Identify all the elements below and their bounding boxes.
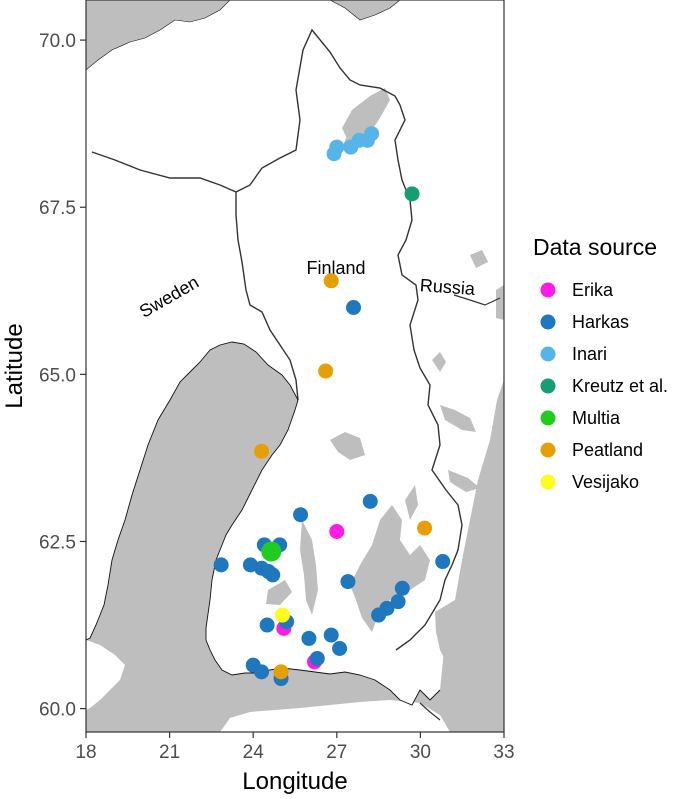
point-harkas (340, 574, 356, 590)
legend-label-inari: Inari (572, 344, 607, 364)
legend-key-vesijako (540, 474, 556, 490)
point-harkas (254, 664, 270, 680)
legend: Data source Erika Harkas Inari Kreutz et al… (533, 234, 668, 492)
legend-key-erika (540, 282, 556, 298)
point-harkas (323, 627, 339, 643)
point-harkas (265, 567, 281, 583)
lake-ladoga (435, 592, 502, 680)
point-harkas (371, 607, 387, 623)
norway-coast-islands (86, 0, 231, 71)
point-harkas (390, 594, 406, 610)
place-label-russia: Russia (419, 275, 476, 299)
x-axis-ticks: 18 21 24 27 30 33 (75, 732, 515, 763)
lake-inari (342, 88, 390, 145)
x-tick-label: 18 (75, 742, 96, 763)
point-peatland (254, 443, 270, 459)
coastline (205, 399, 441, 706)
legend-key-multia (540, 410, 556, 426)
sweden-finland-border (91, 151, 299, 401)
y-tick-label: 70.0 (39, 31, 76, 52)
x-axis-title: Longitude (242, 768, 347, 795)
legend-title: Data source (533, 234, 657, 260)
x-tick-label: 33 (493, 742, 514, 763)
y-tick-label: 67.5 (39, 198, 76, 219)
lake-kemijarvi (432, 352, 446, 372)
legend-label-vesijako: Vesijako (572, 472, 639, 492)
varanger-fjord (329, 0, 401, 21)
legend-label-kreutz-et-al: Kreutz et al. (572, 376, 668, 396)
point-peatland (323, 273, 339, 289)
y-tick-label: 60.0 (39, 700, 76, 721)
point-harkas (213, 557, 229, 573)
legend-key-harkas (540, 314, 556, 330)
russia-sub-border (453, 294, 501, 306)
place-label-finland: Finland (306, 258, 365, 278)
point-harkas (332, 640, 348, 656)
point-harkas (301, 630, 317, 646)
legend-label-erika: Erika (572, 280, 614, 300)
norway-finland-border (235, 28, 401, 193)
y-tick-label: 62.5 (39, 532, 76, 553)
estonia-land (220, 700, 450, 732)
point-peatland (417, 520, 433, 536)
x-tick-label: 27 (326, 742, 347, 763)
kola-lake (470, 250, 488, 268)
point-harkas (259, 617, 275, 633)
point-harkas (362, 493, 378, 509)
legend-label-harkas: Harkas (572, 312, 629, 332)
panel-border (85, 0, 505, 733)
point-harkas (346, 300, 362, 316)
data-points (213, 126, 451, 687)
legend-key-peatland (540, 442, 556, 458)
point-inari (329, 139, 345, 155)
legend-label-peatland: Peatland (572, 440, 643, 460)
point-kreutz-et-al (404, 186, 420, 202)
estonia-border (419, 702, 441, 721)
point-peatland (273, 664, 289, 680)
y-axis-title: Latitude (1, 323, 28, 408)
lake-saimaa (350, 505, 430, 632)
point-harkas (309, 650, 325, 666)
point-vesijako (274, 607, 290, 623)
y-tick-label: 65.0 (39, 365, 76, 386)
y-axis-ticks: 60.0 62.5 65.0 67.5 70.0 (39, 31, 86, 721)
sweden-south-land (86, 640, 125, 710)
lake-russian-2 (448, 470, 480, 492)
lake-onega (494, 510, 504, 560)
point-peatland (318, 363, 334, 379)
point-inari (364, 126, 380, 142)
lake-russian-3 (496, 285, 504, 320)
legend-key-kreutz-et-al (540, 378, 556, 394)
point-erika (329, 523, 345, 539)
lake-pielinen (405, 485, 418, 520)
x-tick-label: 24 (243, 742, 265, 763)
lake-russian (440, 405, 476, 432)
point-harkas (242, 557, 258, 573)
x-tick-label: 30 (410, 742, 431, 763)
lake-nasijarvi (266, 580, 292, 605)
legend-label-multia: Multia (572, 408, 621, 428)
map-panel (86, 0, 504, 732)
lake-oulujarvi (330, 432, 365, 460)
lake-paijanne (300, 520, 318, 615)
point-harkas (293, 507, 309, 523)
point-harkas (394, 580, 410, 596)
sweden-coastline (86, 341, 299, 641)
legend-key-inari (540, 346, 556, 362)
point-multia (261, 541, 282, 562)
point-harkas (435, 554, 451, 570)
x-tick-label: 21 (159, 742, 180, 763)
